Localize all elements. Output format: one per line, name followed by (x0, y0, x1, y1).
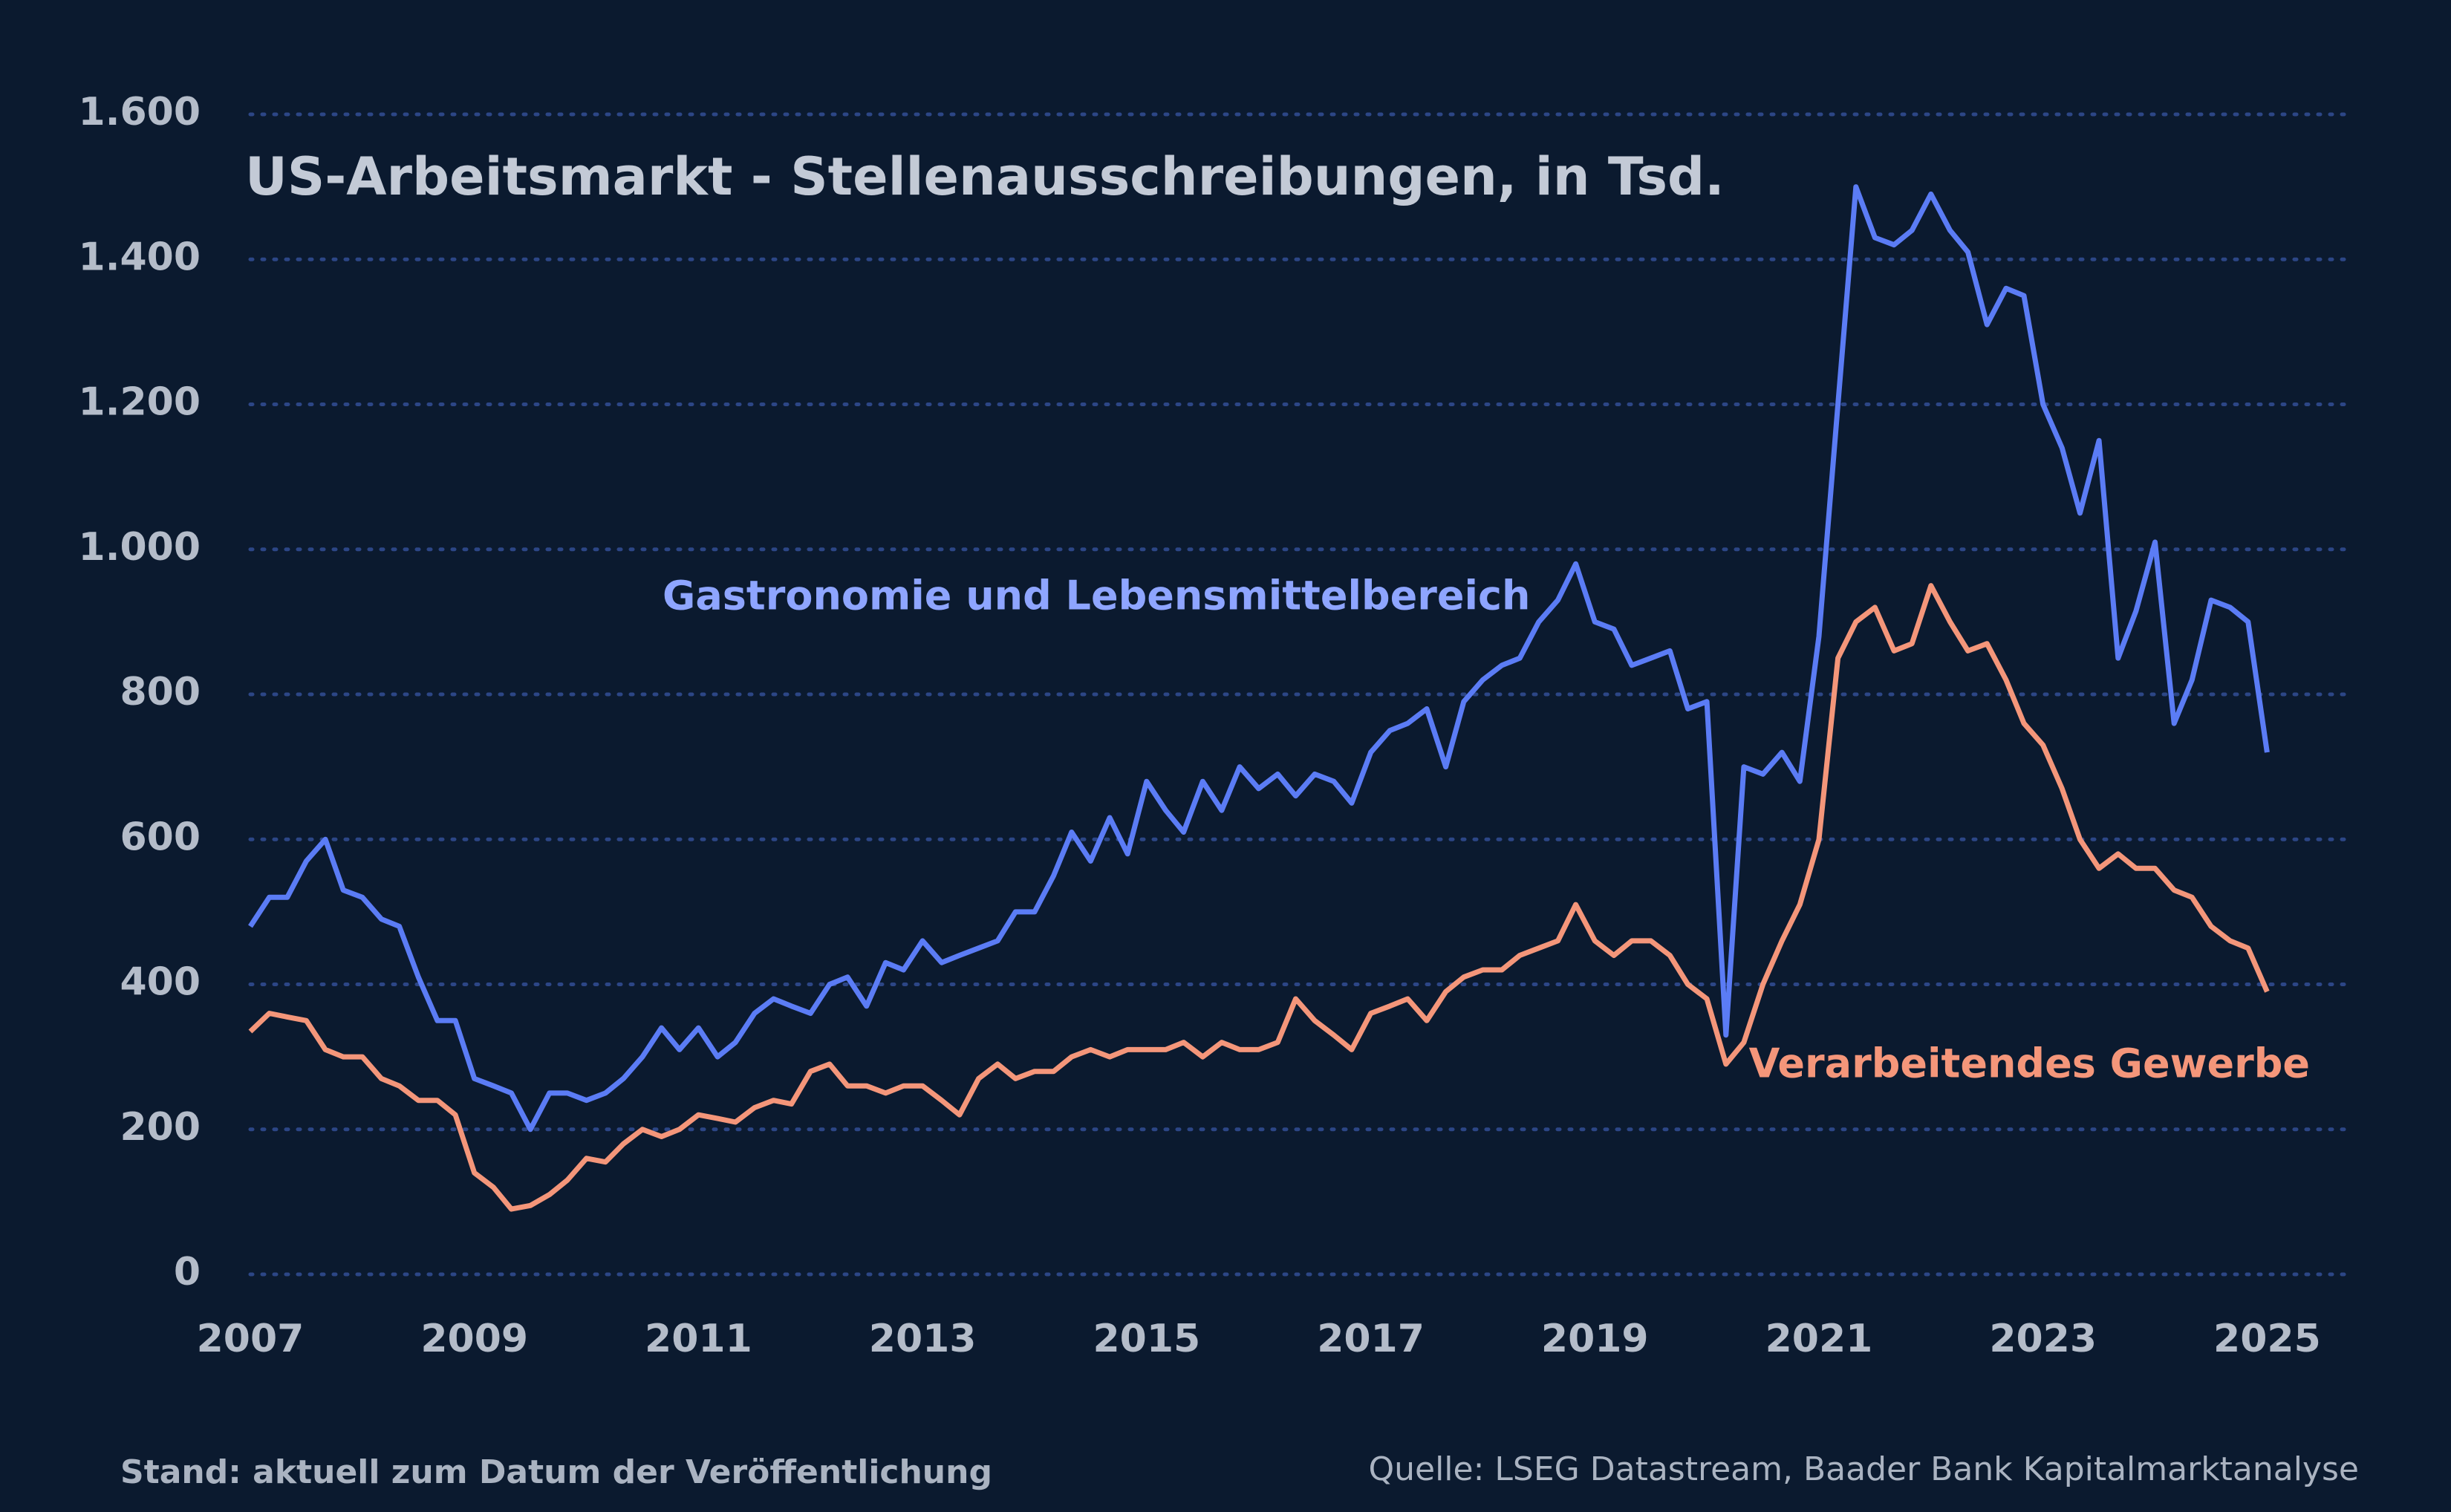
x-tick-label: 2011 (645, 1317, 752, 1361)
series-line (248, 583, 2270, 1212)
x-tick-label: 2025 (2213, 1317, 2321, 1361)
x-tick-label: 2007 (197, 1317, 305, 1361)
x-tick-label: 2021 (1765, 1317, 1873, 1361)
y-tick-label: 800 (120, 670, 201, 714)
x-tick-label: 2009 (420, 1317, 528, 1361)
footnote: Stand: aktuell zum Datum der Veröffentli… (120, 1453, 992, 1491)
x-tick-label: 2015 (1093, 1317, 1200, 1361)
series-label: Verarbeitendes Gewerbe (1749, 1040, 2310, 1087)
x-tick-label: 2023 (1989, 1317, 2097, 1361)
y-tick-label: 1.600 (79, 90, 201, 134)
y-tick-label: 400 (120, 960, 201, 1005)
y-tick-label: 1.000 (79, 525, 201, 570)
y-tick-label: 200 (120, 1105, 201, 1150)
series-line (248, 184, 2270, 1133)
x-tick-label: 2017 (1317, 1317, 1425, 1361)
y-tick-label: 1.200 (79, 380, 201, 425)
y-tick-label: 1.400 (79, 235, 201, 279)
chart-title: US-Arbeitsmarkt - Stellenausschreibungen… (245, 146, 1725, 207)
source: Quelle: LSEG Datastream, Baader Bank Kap… (1368, 1450, 2359, 1488)
x-tick-label: 2013 (869, 1317, 977, 1361)
y-tick-label: 600 (120, 815, 201, 859)
y-tick-label: 0 (174, 1250, 201, 1294)
x-tick-label: 2019 (1541, 1317, 1649, 1361)
series-label: Gastronomie und Lebensmittelbereich (663, 573, 1530, 619)
